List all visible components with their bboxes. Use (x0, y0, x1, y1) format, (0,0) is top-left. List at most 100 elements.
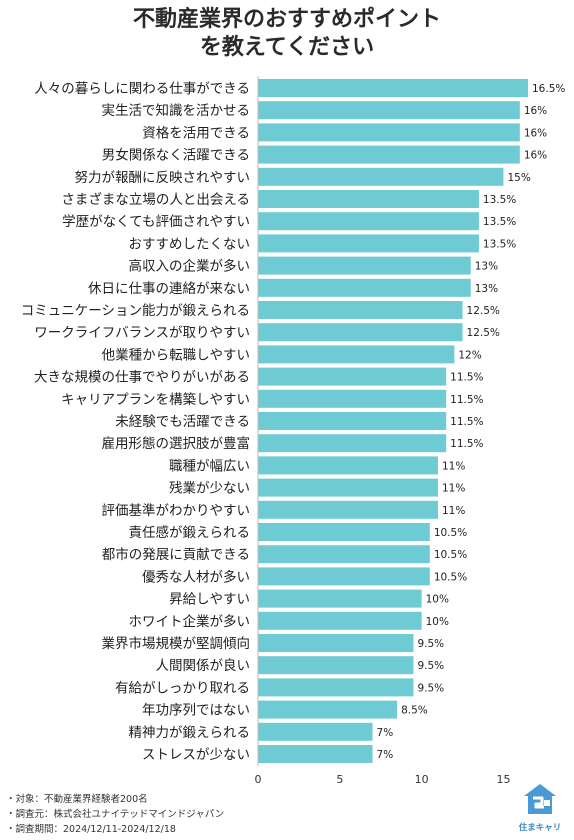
data-label: 10% (426, 594, 449, 606)
bar (258, 611, 422, 630)
data-label: 13.5% (483, 216, 516, 228)
bar (258, 212, 479, 231)
bar (258, 634, 414, 652)
data-label: 11.5% (450, 394, 483, 406)
title-line-1: 不動産業界のおすすめポイント (132, 7, 441, 32)
data-label: 13.5% (483, 194, 516, 206)
bar (258, 323, 463, 342)
category-label: 未経験でも活躍できる (115, 414, 250, 430)
footnote-period: ・調査期間：2024/12/11-2024/12/18 (6, 824, 176, 835)
data-label: 16% (524, 127, 547, 139)
bar (258, 500, 438, 519)
x-tick-label: 0 (255, 773, 262, 786)
bar (258, 412, 447, 430)
data-label: 7% (377, 727, 394, 739)
category-label: ストレスが少ない (142, 747, 250, 763)
data-label: 11% (442, 505, 465, 517)
bar (258, 478, 438, 497)
category-label: 残業が少ない (169, 481, 250, 497)
category-label: さまざまな立場の人と出会える (61, 191, 250, 208)
category-label: 責任感が鍛えられる (129, 524, 251, 541)
category-label: ワークライフバランスが取りやすい (34, 325, 250, 341)
data-label: 8.5% (401, 705, 428, 717)
bar (258, 190, 479, 208)
bar (258, 145, 520, 164)
bar (258, 567, 430, 586)
brand-logo: 住まキャリ (518, 782, 562, 836)
bar (258, 722, 373, 741)
data-label: 13% (475, 283, 498, 295)
data-label: 9.5% (417, 638, 444, 650)
house-logo-icon (524, 784, 556, 814)
category-label: 大きな規模の仕事でやりがいがある (34, 370, 250, 386)
data-label: 13.5% (483, 238, 516, 250)
category-label: 年功序列ではない (142, 703, 250, 719)
x-tick-label: 5 (336, 773, 343, 786)
category-label: ホワイト企業が多い (129, 613, 251, 630)
data-label: 10.5% (434, 527, 467, 539)
data-label: 16% (524, 105, 547, 117)
data-label: 10% (426, 616, 449, 628)
data-label: 7% (377, 749, 394, 761)
category-label: 高収入の企業が多い (129, 258, 251, 275)
category-label: 努力が報酬に反映されやすい (75, 170, 251, 186)
category-label: 実生活で知識を活かせる (102, 102, 251, 119)
category-label: 職種が幅広い (169, 458, 250, 474)
bar (258, 367, 447, 386)
category-label: 男女関係なく活躍できる (102, 147, 250, 164)
bar (258, 656, 414, 675)
category-label: 昇給しやすい (169, 592, 250, 608)
category-label: 有給がしっかり取れる (115, 680, 250, 696)
category-label: 人間関係が良い (156, 658, 251, 674)
data-label: 11.5% (450, 438, 483, 450)
category-label: コミュニケーション能力が鍛えられる (21, 303, 250, 319)
data-label: 11% (442, 460, 465, 472)
data-label: 11.5% (450, 416, 483, 428)
bar (258, 745, 373, 763)
bar (258, 123, 520, 142)
category-label: おすすめしたくない (129, 236, 251, 252)
bar (258, 256, 471, 275)
chart-title: 不動産業界のおすすめポイント を教えてください (0, 6, 574, 62)
category-label: 資格を活用できる (142, 125, 250, 141)
category-label: 業界市場規模が堅調傾向 (102, 635, 251, 652)
x-tick-label: 15 (496, 773, 510, 786)
data-label: 12% (458, 349, 481, 361)
category-label: 人々の暮らしに関わる仕事ができる (34, 81, 250, 97)
x-tick-label: 10 (415, 773, 429, 786)
bar (258, 589, 422, 608)
category-label: キャリアプランを構築しやすい (61, 392, 250, 408)
bar (258, 700, 398, 719)
data-label: 13% (475, 261, 498, 273)
data-label: 11% (442, 483, 465, 495)
category-label: 雇用形態の選択肢が豊富 (102, 435, 251, 452)
bar (258, 301, 463, 319)
data-label: 16.5% (532, 83, 565, 95)
bar (258, 101, 520, 120)
category-label: 休日に仕事の連絡が来ない (88, 281, 250, 297)
data-label: 10.5% (434, 571, 467, 583)
data-label: 12.5% (467, 305, 500, 317)
logo-text: 住まキャリ (518, 823, 562, 833)
footnotes: ・対象：不動産業界経験者200名 ・調査元：株式会社ユナイテッドマインドジャパン… (6, 792, 224, 837)
bar (258, 545, 430, 564)
data-label: 15% (507, 172, 530, 184)
category-label: 優秀な人材が多い (142, 568, 250, 585)
data-label: 10.5% (434, 549, 467, 561)
bar (258, 456, 438, 475)
data-label: 9.5% (417, 660, 444, 672)
data-label: 12.5% (467, 327, 500, 339)
bar (258, 79, 528, 97)
bar (258, 678, 414, 697)
data-label: 16% (524, 150, 547, 162)
data-label: 11.5% (450, 372, 483, 384)
footnote-target: ・対象：不動産業界経験者200名 (6, 794, 148, 805)
title-line-2: を教えてください (199, 35, 375, 60)
bar (258, 278, 471, 297)
category-label: 他業種から転職しやすい (102, 347, 250, 363)
bar (258, 167, 504, 186)
category-label: 学歴がなくても評価されやすい (62, 214, 250, 230)
category-label: 評価基準がわかりやすい (102, 502, 251, 519)
data-label: 9.5% (417, 682, 444, 694)
